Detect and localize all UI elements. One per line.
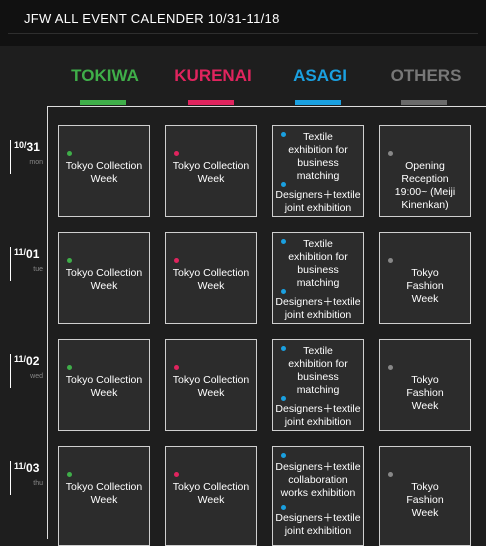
kurenai-dot-icon [174, 258, 179, 263]
tokiwa-dot-icon [67, 472, 72, 477]
event-label: Designers＋textile collaboration works ex… [275, 461, 361, 499]
event-label: Textile exhibition for business matching [288, 131, 348, 182]
column-label-asagi: ASAGI [293, 66, 347, 85]
page-header: JFW ALL EVENT CALENDER 10/31-11/18 [0, 0, 486, 46]
others-dot-icon [388, 151, 393, 156]
asagi-dot-icon [281, 346, 286, 351]
event-label: Tokyo Fashion Week [406, 267, 444, 305]
event-label: Tokyo Collection Week [172, 160, 250, 185]
event-label: Tokyo Collection Week [65, 481, 143, 506]
tokiwa-dot-icon [67, 365, 72, 370]
event-cell-asagi[interactable]: Textile exhibition for business matching… [272, 125, 364, 217]
event-label: Tokyo Fashion Week [406, 481, 444, 519]
event-label: Designers＋textile joint exhibition [275, 296, 361, 321]
event-cell-tokiwa[interactable]: Tokyo Collection Week [58, 232, 150, 324]
event-cell-others[interactable]: Tokyo Fashion Week [379, 339, 471, 431]
event-label: Tokyo Collection Week [65, 374, 143, 399]
column-header-others[interactable]: OTHERS [377, 66, 475, 105]
column-bar-asagi [295, 100, 341, 105]
tokiwa-dot-icon [67, 258, 72, 263]
event-label: Designers＋textile joint exhibition [275, 189, 361, 214]
others-dot-icon [388, 258, 393, 263]
column-bar-tokiwa [80, 100, 126, 105]
event-label: Tokyo Collection Week [65, 160, 143, 185]
event-cell-tokiwa[interactable]: Tokyo Collection Week [58, 446, 150, 546]
kurenai-dot-icon [174, 365, 179, 370]
column-header-asagi[interactable]: ASAGI [271, 66, 369, 105]
event-cell-tokiwa[interactable]: Tokyo Collection Week [58, 339, 150, 431]
event-label: Opening Reception 19:00~ (Meiji Kinenkan… [394, 160, 456, 211]
event-cell-asagi[interactable]: Textile exhibition for business matching… [272, 339, 364, 431]
kurenai-dot-icon [174, 472, 179, 477]
asagi-dot-icon [281, 239, 286, 244]
event-label: Textile exhibition for business matching [288, 238, 348, 289]
event-cell-kurenai[interactable]: Tokyo Collection Week [165, 232, 257, 324]
event-label: Designers＋textile joint exhibition [275, 403, 361, 428]
event-label: Designers＋textile joint exhibition [275, 512, 361, 537]
column-label-others: OTHERS [390, 66, 462, 85]
asagi-dot-icon [281, 182, 286, 187]
date-label: 11/01 tue [10, 247, 43, 281]
asagi-dot-icon [281, 396, 286, 401]
event-cell-kurenai[interactable]: Tokyo Collection Week [165, 125, 257, 217]
event-cell-asagi[interactable]: Textile exhibition for business matching… [272, 232, 364, 324]
asagi-dot-icon [281, 505, 286, 510]
event-label: Tokyo Collection Week [172, 374, 250, 399]
event-cell-asagi[interactable]: Designers＋textile collaboration works ex… [272, 446, 364, 546]
event-label: Tokyo Collection Week [172, 267, 250, 292]
column-label-kurenai: KURENAI [174, 66, 252, 85]
event-cell-others[interactable]: Tokyo Fashion Week [379, 232, 471, 324]
event-label: Tokyo Collection Week [65, 267, 143, 292]
page-title: JFW ALL EVENT CALENDER 10/31-11/18 [24, 11, 280, 26]
asagi-dot-icon [281, 132, 286, 137]
grid-top-line [47, 106, 486, 107]
date-label: 11/02 wed [10, 354, 43, 388]
kurenai-dot-icon [174, 151, 179, 156]
event-cell-tokiwa[interactable]: Tokyo Collection Week [58, 125, 150, 217]
asagi-dot-icon [281, 453, 286, 458]
event-label: Tokyo Collection Week [172, 481, 250, 506]
column-bar-kurenai [188, 100, 234, 105]
column-header-tokiwa[interactable]: TOKIWA [56, 66, 154, 105]
column-header-kurenai[interactable]: KURENAI [164, 66, 262, 105]
date-label: 11/03 thu [10, 461, 43, 495]
column-label-tokiwa: TOKIWA [71, 66, 139, 85]
others-dot-icon [388, 472, 393, 477]
column-bar-others [401, 100, 447, 105]
event-cell-others[interactable]: Opening Reception 19:00~ (Meiji Kinenkan… [379, 125, 471, 217]
event-cell-kurenai[interactable]: Tokyo Collection Week [165, 446, 257, 546]
header-divider [8, 33, 478, 34]
date-label: 10/31 mon [10, 140, 43, 174]
event-label: Textile exhibition for business matching [288, 345, 348, 396]
others-dot-icon [388, 365, 393, 370]
event-label: Tokyo Fashion Week [406, 374, 444, 412]
asagi-dot-icon [281, 289, 286, 294]
event-cell-kurenai[interactable]: Tokyo Collection Week [165, 339, 257, 431]
tokiwa-dot-icon [67, 151, 72, 156]
grid-left-line [47, 106, 48, 539]
event-cell-others[interactable]: Tokyo Fashion Week [379, 446, 471, 546]
